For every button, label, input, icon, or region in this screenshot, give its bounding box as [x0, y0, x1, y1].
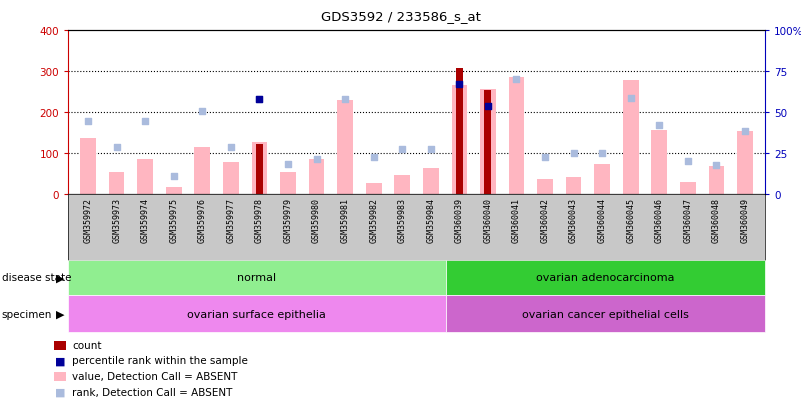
Bar: [445, 260, 765, 295]
Text: GSM359975: GSM359975: [169, 197, 179, 242]
Point: [425, 147, 437, 153]
Text: ■: ■: [54, 356, 66, 366]
Text: GSM360045: GSM360045: [626, 197, 635, 242]
Text: GSM360039: GSM360039: [455, 197, 464, 242]
Text: GSM359983: GSM359983: [398, 197, 407, 242]
Point: [710, 162, 723, 169]
Point: [624, 95, 637, 102]
Bar: [80, 139, 96, 194]
Text: value, Detection Call = ABSENT: value, Detection Call = ABSENT: [72, 371, 237, 381]
Point: [396, 147, 409, 153]
Text: rank, Detection Call = ABSENT: rank, Detection Call = ABSENT: [72, 387, 232, 397]
Point: [282, 161, 295, 168]
Point: [224, 144, 237, 150]
Text: GSM359974: GSM359974: [141, 197, 150, 242]
Bar: [256, 145, 263, 194]
Bar: [651, 131, 667, 194]
Bar: [480, 90, 496, 194]
Bar: [509, 78, 525, 194]
Text: GSM359982: GSM359982: [369, 197, 378, 242]
Point: [339, 96, 352, 103]
Bar: [594, 165, 610, 194]
Text: ovarian surface epithelia: ovarian surface epithelia: [187, 309, 326, 319]
Bar: [456, 69, 463, 194]
Text: specimen: specimen: [2, 309, 52, 319]
Point: [567, 150, 580, 157]
Text: GSM360041: GSM360041: [512, 197, 521, 242]
Text: ■: ■: [54, 387, 66, 397]
Point: [453, 81, 465, 87]
Text: GSM359978: GSM359978: [255, 197, 264, 242]
Bar: [195, 147, 210, 194]
Text: GSM360047: GSM360047: [683, 197, 692, 242]
Bar: [623, 81, 638, 194]
Point: [682, 158, 694, 165]
Bar: [308, 159, 324, 194]
Text: GSM360049: GSM360049: [740, 197, 750, 242]
Bar: [223, 162, 239, 194]
Point: [310, 156, 323, 163]
Text: disease state: disease state: [2, 273, 71, 283]
Bar: [337, 100, 353, 194]
Point: [453, 81, 465, 88]
Bar: [485, 91, 492, 194]
Bar: [109, 173, 124, 194]
Text: ovarian cancer epithelial cells: ovarian cancer epithelial cells: [521, 309, 689, 319]
Text: GSM359973: GSM359973: [112, 197, 121, 242]
Text: GSM360043: GSM360043: [569, 197, 578, 242]
Text: GSM359981: GSM359981: [340, 197, 349, 242]
Point: [253, 96, 266, 103]
Point: [167, 174, 180, 180]
Bar: [537, 180, 553, 194]
Text: percentile rank within the sample: percentile rank within the sample: [72, 356, 248, 366]
Text: ▶: ▶: [55, 273, 64, 283]
Bar: [166, 188, 182, 194]
Bar: [394, 176, 410, 194]
Text: GSM359976: GSM359976: [198, 197, 207, 242]
Bar: [566, 178, 582, 194]
Text: GDS3592 / 233586_s_at: GDS3592 / 233586_s_at: [320, 10, 481, 23]
Point: [368, 154, 380, 161]
Point: [253, 96, 266, 103]
Point: [82, 118, 95, 125]
Text: ovarian adenocarcinoma: ovarian adenocarcinoma: [536, 273, 674, 283]
Point: [510, 77, 523, 83]
Point: [481, 103, 494, 110]
Point: [481, 103, 494, 110]
Text: GSM359984: GSM359984: [426, 197, 435, 242]
Point: [139, 118, 151, 125]
Point: [196, 109, 209, 115]
Bar: [366, 184, 381, 194]
Bar: [252, 143, 268, 194]
Text: GSM360042: GSM360042: [541, 197, 549, 242]
Text: GSM359980: GSM359980: [312, 197, 321, 242]
Text: GSM360040: GSM360040: [484, 197, 493, 242]
Text: GSM359972: GSM359972: [83, 197, 93, 242]
Point: [596, 150, 609, 157]
Bar: [423, 169, 439, 194]
Text: normal: normal: [237, 273, 276, 283]
Text: ▶: ▶: [55, 309, 64, 319]
Bar: [68, 295, 445, 332]
Text: GSM360044: GSM360044: [598, 197, 606, 242]
Bar: [709, 166, 724, 194]
Text: GSM360046: GSM360046: [654, 197, 664, 242]
Text: GSM360048: GSM360048: [712, 197, 721, 242]
Bar: [68, 260, 445, 295]
Text: GSM359979: GSM359979: [284, 197, 292, 242]
Text: count: count: [72, 340, 102, 350]
Bar: [445, 295, 765, 332]
Point: [653, 123, 666, 129]
Bar: [280, 173, 296, 194]
Point: [111, 145, 123, 151]
Bar: [737, 132, 753, 194]
Bar: [137, 159, 153, 194]
Bar: [680, 183, 696, 194]
Point: [739, 129, 751, 135]
Point: [538, 154, 551, 161]
Text: GSM359977: GSM359977: [227, 197, 235, 242]
Bar: [452, 86, 467, 194]
